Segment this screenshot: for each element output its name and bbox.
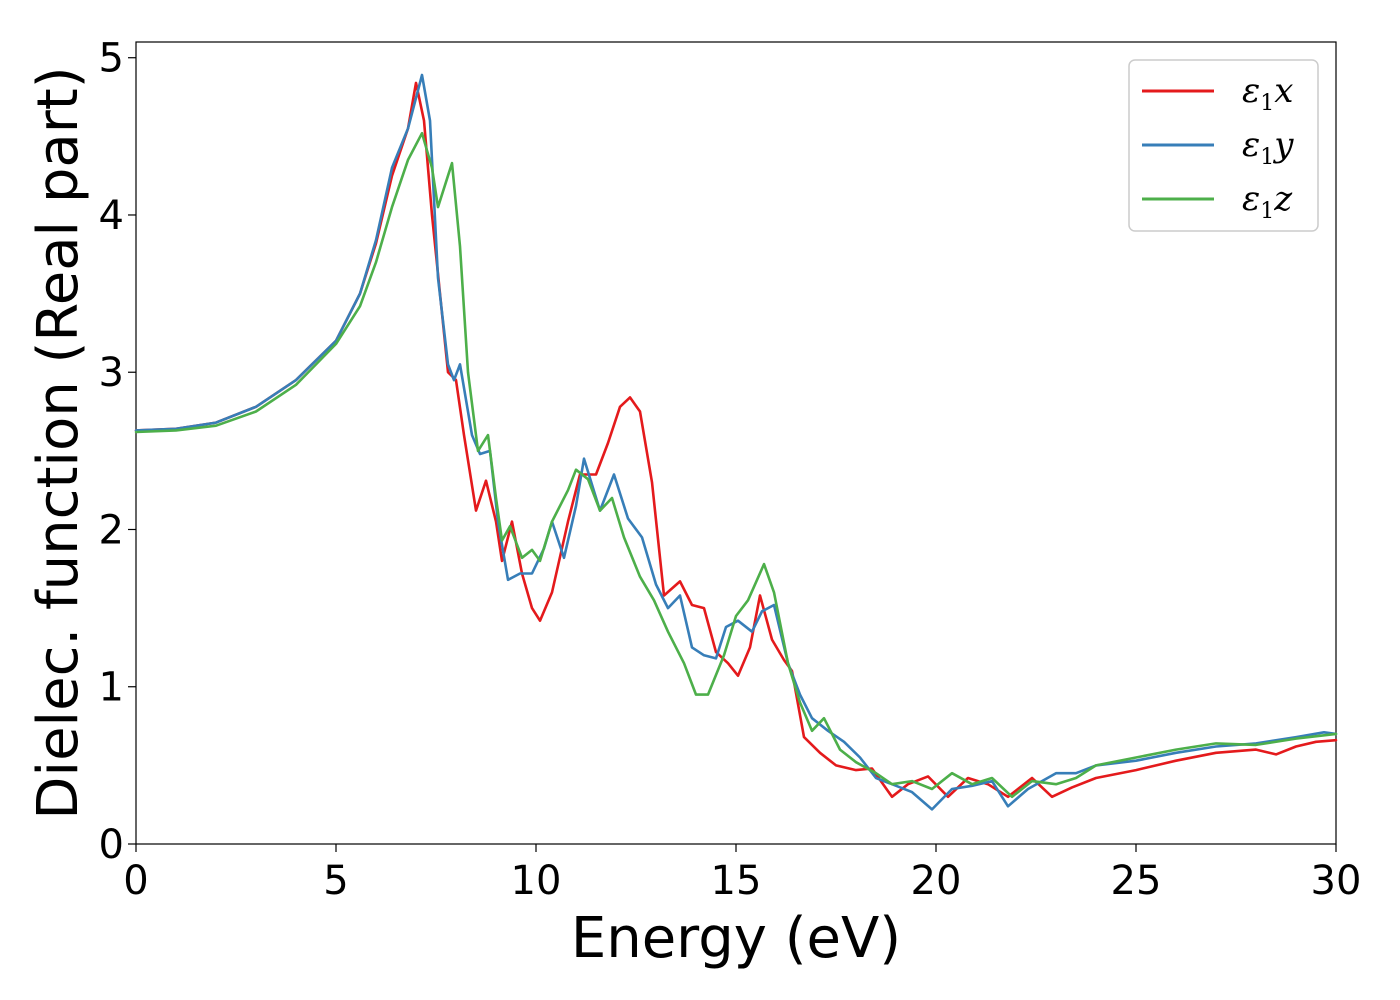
y-tick-label: 0 <box>99 822 124 868</box>
legend-suffix: z <box>1273 179 1293 219</box>
legend-subscript: 1 <box>1260 91 1274 116</box>
x-tick-label: 15 <box>711 858 762 904</box>
legend-suffix: y <box>1272 125 1294 165</box>
x-tick-label: 30 <box>1311 858 1362 904</box>
legend-symbol: ε <box>1242 71 1260 111</box>
y-tick-label: 3 <box>99 350 124 396</box>
legend-subscript: 1 <box>1260 145 1274 170</box>
y-tick-label: 4 <box>99 193 124 239</box>
y-tick-label: 2 <box>99 507 124 553</box>
legend-symbol: ε <box>1242 125 1260 165</box>
legend-label-z: ε1z <box>1242 179 1293 224</box>
y-tick-label: 1 <box>99 665 124 711</box>
legend-box <box>1128 59 1319 232</box>
series-layer <box>134 73 1338 811</box>
legend-symbol: ε <box>1242 179 1260 219</box>
x-tick-label: 10 <box>511 858 562 904</box>
x-tick-label: 5 <box>323 858 348 904</box>
x-tick-label: 20 <box>911 858 962 904</box>
series-line-y <box>134 73 1338 811</box>
y-tick-label: 5 <box>99 36 124 82</box>
legend-subscript: 1 <box>1260 199 1274 224</box>
y-axis-title: Dielec. function (Real part) <box>26 66 91 819</box>
x-axis-ticks: 0 5 10 15 20 25 30 <box>123 844 1361 904</box>
legend-label-y: ε1y <box>1242 125 1294 170</box>
series-line-x <box>134 81 1338 799</box>
y-axis-ticks: 0 1 2 3 4 5 <box>99 36 136 868</box>
x-axis-title: Energy (eV) <box>571 906 901 971</box>
x-tick-label: 25 <box>1111 858 1162 904</box>
series-line-z <box>134 131 1338 799</box>
x-tick-label: 0 <box>123 858 148 904</box>
legend-label-x: ε1x <box>1242 71 1293 116</box>
legend-suffix: x <box>1274 71 1293 111</box>
